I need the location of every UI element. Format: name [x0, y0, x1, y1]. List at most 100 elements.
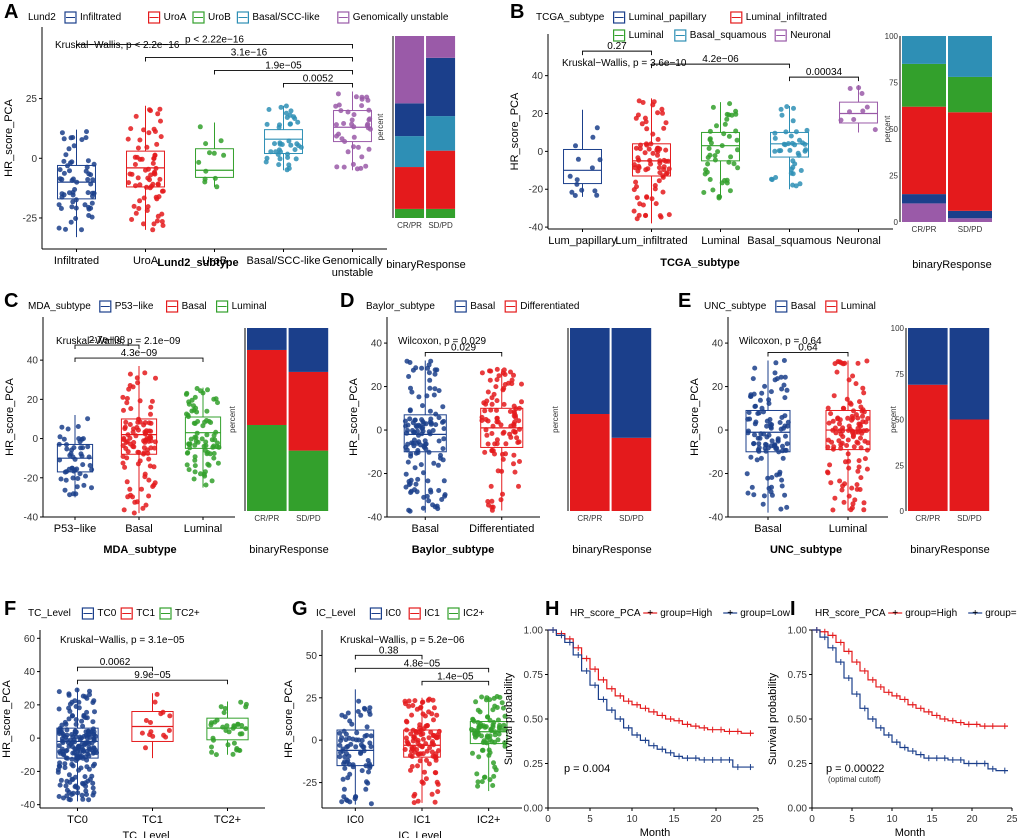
- bracket-line: [214, 70, 353, 75]
- data-point: [785, 141, 791, 147]
- legend-item: TC0: [97, 608, 116, 619]
- data-point: [856, 464, 862, 470]
- data-point: [482, 449, 488, 455]
- data-point: [74, 484, 80, 490]
- data-point: [86, 744, 92, 750]
- bracket-label: 0.029: [451, 342, 476, 353]
- data-point: [778, 148, 784, 154]
- data-point: [272, 141, 277, 147]
- y-tick-label: -40: [368, 513, 383, 524]
- data-point: [194, 386, 200, 391]
- data-point: [145, 447, 150, 453]
- data-point: [209, 749, 215, 755]
- legend-item: IC2+: [463, 608, 485, 619]
- bracket-line: [582, 50, 652, 56]
- data-point: [779, 483, 785, 489]
- data-point: [850, 434, 856, 440]
- box-group-luminal: [183, 386, 222, 488]
- x-tick-label: TC2+: [214, 814, 241, 826]
- data-point: [781, 358, 787, 363]
- data-point: [495, 717, 501, 723]
- data-point: [663, 120, 669, 126]
- data-point: [796, 152, 802, 158]
- data-point: [137, 398, 143, 404]
- data-point: [408, 748, 414, 754]
- legend-item: Basal/SCC-like: [252, 12, 320, 23]
- data-point: [731, 161, 737, 167]
- data-point: [659, 106, 665, 112]
- data-point: [207, 150, 212, 156]
- data-point: [89, 485, 94, 491]
- comparison-bracket: 0.64: [767, 342, 849, 357]
- data-point: [436, 415, 442, 421]
- data-point: [218, 704, 224, 710]
- legend-title: HR_score_PCA: [815, 608, 886, 619]
- x-tick-label: 25: [1006, 814, 1017, 825]
- data-point: [146, 493, 152, 499]
- data-point: [334, 164, 340, 170]
- data-point: [440, 404, 446, 410]
- data-point: [86, 797, 92, 803]
- data-point: [85, 158, 91, 164]
- stack-segment: [395, 103, 425, 137]
- data-point: [511, 428, 517, 434]
- data-point: [663, 158, 669, 164]
- x-tick-label: UroA: [133, 255, 159, 267]
- data-point: [61, 136, 67, 142]
- box: [264, 129, 303, 155]
- data-point: [90, 700, 96, 705]
- data-point: [640, 202, 646, 208]
- bracket-label: 0.00034: [806, 67, 843, 78]
- data-point: [142, 370, 148, 376]
- data-point: [76, 767, 82, 773]
- x-tick-label: Basal/SCC-like: [247, 255, 321, 267]
- x-tick-label: 0: [809, 814, 815, 825]
- data-point: [355, 144, 361, 150]
- data-point: [86, 213, 92, 218]
- data-point: [512, 419, 518, 425]
- data-point: [81, 733, 87, 739]
- y-tick-label: -20: [709, 469, 724, 480]
- data-point: [127, 486, 133, 492]
- data-point: [123, 446, 129, 451]
- data-point: [73, 783, 79, 789]
- data-point: [416, 432, 421, 438]
- y-tick-label: 25: [26, 94, 38, 105]
- data-point: [411, 800, 417, 806]
- data-point: [367, 116, 373, 122]
- stack-segment: [426, 36, 456, 58]
- y-tick-label: 20: [371, 382, 383, 393]
- data-point: [275, 152, 281, 157]
- test-annotation: Kruskal−Wallis, p = 2.1e−09: [56, 336, 181, 347]
- data-point: [60, 740, 66, 746]
- data-point: [152, 699, 158, 705]
- data-point: [426, 735, 432, 741]
- data-point: [64, 469, 69, 475]
- data-point: [184, 411, 189, 417]
- data-point: [495, 737, 501, 743]
- data-point: [775, 437, 781, 443]
- data-point: [846, 465, 852, 471]
- data-point: [350, 736, 356, 742]
- data-point: [186, 467, 192, 473]
- y-tick-label: -40: [21, 800, 36, 811]
- data-point: [767, 417, 773, 422]
- panel-a: A Lund2 Infiltrated UroA UroB Basal/SCC-like G…: [3, 1, 466, 279]
- data-point: [292, 147, 298, 153]
- logrank-note: (optimal cutoff): [828, 775, 881, 784]
- legend-swatch-mark: +: [892, 608, 898, 619]
- data-point: [74, 179, 80, 185]
- data-point: [358, 165, 364, 171]
- data-point: [403, 484, 409, 490]
- data-point: [202, 419, 208, 425]
- data-point: [428, 487, 433, 493]
- data-point: [838, 445, 844, 451]
- data-point: [403, 444, 409, 450]
- data-point: [435, 789, 441, 795]
- data-point: [413, 450, 419, 456]
- data-point: [428, 729, 434, 735]
- y-axis-label: Survival probability: [503, 672, 515, 765]
- data-point: [494, 398, 500, 404]
- data-point: [802, 141, 808, 147]
- data-point: [707, 128, 713, 134]
